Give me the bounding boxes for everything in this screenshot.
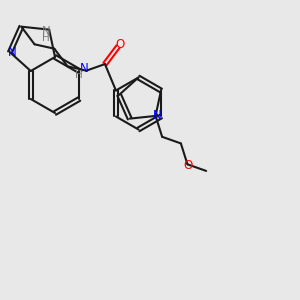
Text: H: H (75, 70, 83, 80)
Text: N: N (42, 25, 51, 38)
Text: N: N (153, 110, 162, 122)
Text: N: N (80, 62, 88, 75)
Text: O: O (184, 159, 193, 172)
Text: O: O (116, 38, 125, 51)
Text: N: N (8, 46, 16, 59)
Text: H: H (42, 33, 50, 43)
